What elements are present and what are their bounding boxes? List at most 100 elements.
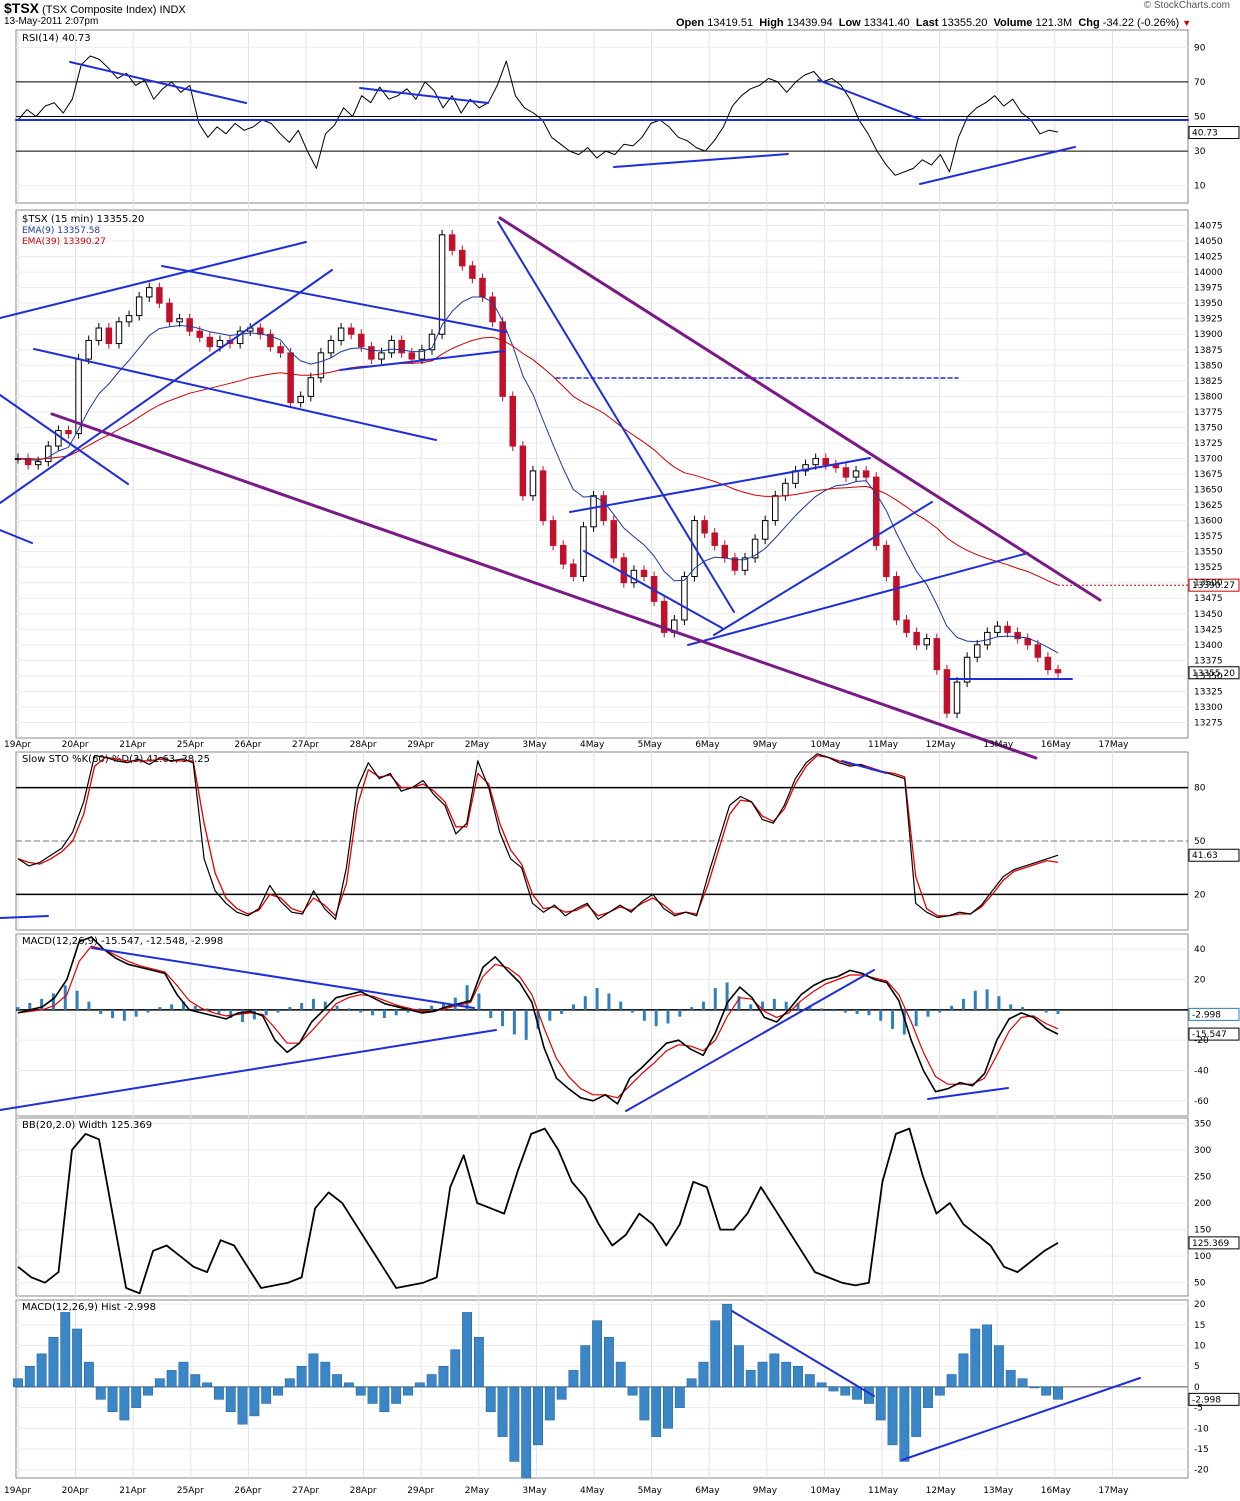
symbol: $TSX	[4, 0, 40, 16]
x-tick-label: 2May	[465, 740, 490, 750]
price-tick-label: 13775	[1194, 408, 1223, 418]
price-candle-body	[317, 352, 325, 379]
price-tick-label: 13700	[1194, 454, 1223, 464]
price-candle-body	[570, 563, 577, 577]
hist-bar	[131, 1386, 142, 1408]
hist-tick-label: 0	[1194, 1383, 1200, 1393]
hist-bar	[946, 1374, 957, 1388]
hist-bar	[521, 1386, 532, 1479]
hist-bar	[592, 1320, 603, 1388]
hist-bar	[745, 1370, 756, 1388]
price-tick-label: 13325	[1194, 687, 1223, 697]
price-tick-label: 13950	[1194, 299, 1223, 309]
hist-bar	[72, 1328, 83, 1388]
macd-last-label-box	[1188, 1027, 1240, 1041]
hist-bar	[781, 1361, 792, 1388]
hist-bar	[1005, 1370, 1016, 1388]
last-value: 13355.20	[941, 17, 988, 29]
rsi-tick-label: 30	[1194, 147, 1206, 157]
hist-bar	[769, 1353, 780, 1388]
ema39-last-label: 13390.27	[1192, 581, 1235, 591]
hist-bar	[343, 1382, 354, 1388]
price-tick-label: 13750	[1194, 423, 1223, 433]
hist-bar	[48, 1337, 59, 1388]
stoch-tick-label: 80	[1194, 784, 1206, 794]
hist-bar	[296, 1365, 307, 1388]
price-candle-body	[358, 333, 365, 348]
hist-bar	[875, 1386, 886, 1421]
price-tick-label: 13875	[1194, 346, 1223, 356]
price-candle-body	[539, 470, 547, 522]
bb-tick-label: 50	[1194, 1279, 1206, 1289]
hist-bar	[403, 1386, 413, 1396]
rsi-tick-label: 10	[1194, 182, 1206, 192]
hist-bar	[568, 1370, 579, 1388]
price-candle-body	[519, 445, 527, 497]
hist-bar	[273, 1386, 283, 1396]
hist-bar	[485, 1386, 496, 1413]
price-candle-body	[479, 277, 486, 298]
x-tick-label: 12May	[926, 1486, 957, 1496]
hist-tick-label: 20	[1194, 1300, 1206, 1310]
open-label: Open	[676, 17, 705, 29]
price-candle-body	[873, 476, 880, 546]
price-candle-body	[1054, 669, 1062, 674]
price-candle-body	[984, 631, 991, 646]
x-tick-label: 4May	[580, 740, 605, 750]
hist-title: MACD(12,26,9) Hist -2.998	[22, 1302, 156, 1313]
price-candle-body	[812, 457, 819, 466]
price-tick-label: 13825	[1194, 377, 1223, 387]
bb-tick-label: 100	[1194, 1252, 1211, 1262]
price-candle-body	[772, 495, 779, 522]
price-candle-body	[1004, 625, 1011, 633]
stoch-tick-label: 50	[1194, 837, 1206, 847]
price-candle-body	[883, 544, 890, 577]
hist-bar	[320, 1361, 331, 1388]
price-candle-body	[731, 557, 739, 571]
price-tick-label: 13650	[1194, 486, 1223, 496]
volume-value: 121.3M	[1035, 17, 1073, 29]
price-candle-body	[953, 681, 961, 714]
price-candle-body	[913, 631, 920, 646]
price-candle-body	[146, 287, 153, 298]
price-candle-body	[55, 430, 62, 447]
price-tick-label: 13800	[1194, 392, 1223, 402]
hist-bar	[911, 1386, 922, 1437]
price-tick-label: 13350	[1194, 672, 1223, 682]
macd-signal-line	[17, 945, 1059, 1099]
hist-bar	[674, 1386, 685, 1408]
hist-bar	[639, 1386, 650, 1421]
price-candle-body	[660, 600, 668, 633]
price-tick-label: 14050	[1194, 237, 1223, 247]
exchange: INDX	[159, 4, 186, 16]
hist-bar	[958, 1353, 969, 1388]
low-label: Low	[838, 17, 861, 29]
hist-bar	[391, 1386, 402, 1404]
hist-bar	[580, 1345, 591, 1388]
price-candle-body	[529, 470, 537, 497]
hist-tick-label: 15	[1194, 1321, 1205, 1331]
hist-bar	[450, 1349, 461, 1388]
hist-bar	[663, 1386, 673, 1429]
watermark: © StockCharts.com	[1143, 0, 1230, 11]
price-tick-label: 13625	[1194, 501, 1223, 511]
price-candle-body	[398, 339, 405, 354]
price-last-label: 13355.20	[1192, 669, 1235, 679]
rsi-title: RSI(14) 40.73	[22, 33, 91, 44]
rsi-tick-label: 70	[1194, 78, 1206, 88]
bb-tick-label: 250	[1194, 1172, 1211, 1182]
high-label: High	[759, 17, 784, 29]
price-candle-body	[267, 333, 274, 348]
macd-tick-label: -60	[1194, 1097, 1209, 1107]
price-candle-body	[1044, 656, 1052, 671]
price-candle-body	[973, 644, 981, 658]
rsi-last-label-box	[1188, 126, 1240, 140]
hist-tick-label: -5	[1194, 1404, 1203, 1414]
ema39-last-label-box	[1188, 578, 1240, 592]
hist-last-label-box	[1188, 1392, 1240, 1406]
price-candle-body	[135, 296, 143, 317]
price-candle-body	[297, 395, 304, 404]
price-candle-body	[216, 339, 224, 348]
price-tick-label: 13450	[1194, 610, 1223, 620]
price-candle-body	[438, 234, 446, 335]
